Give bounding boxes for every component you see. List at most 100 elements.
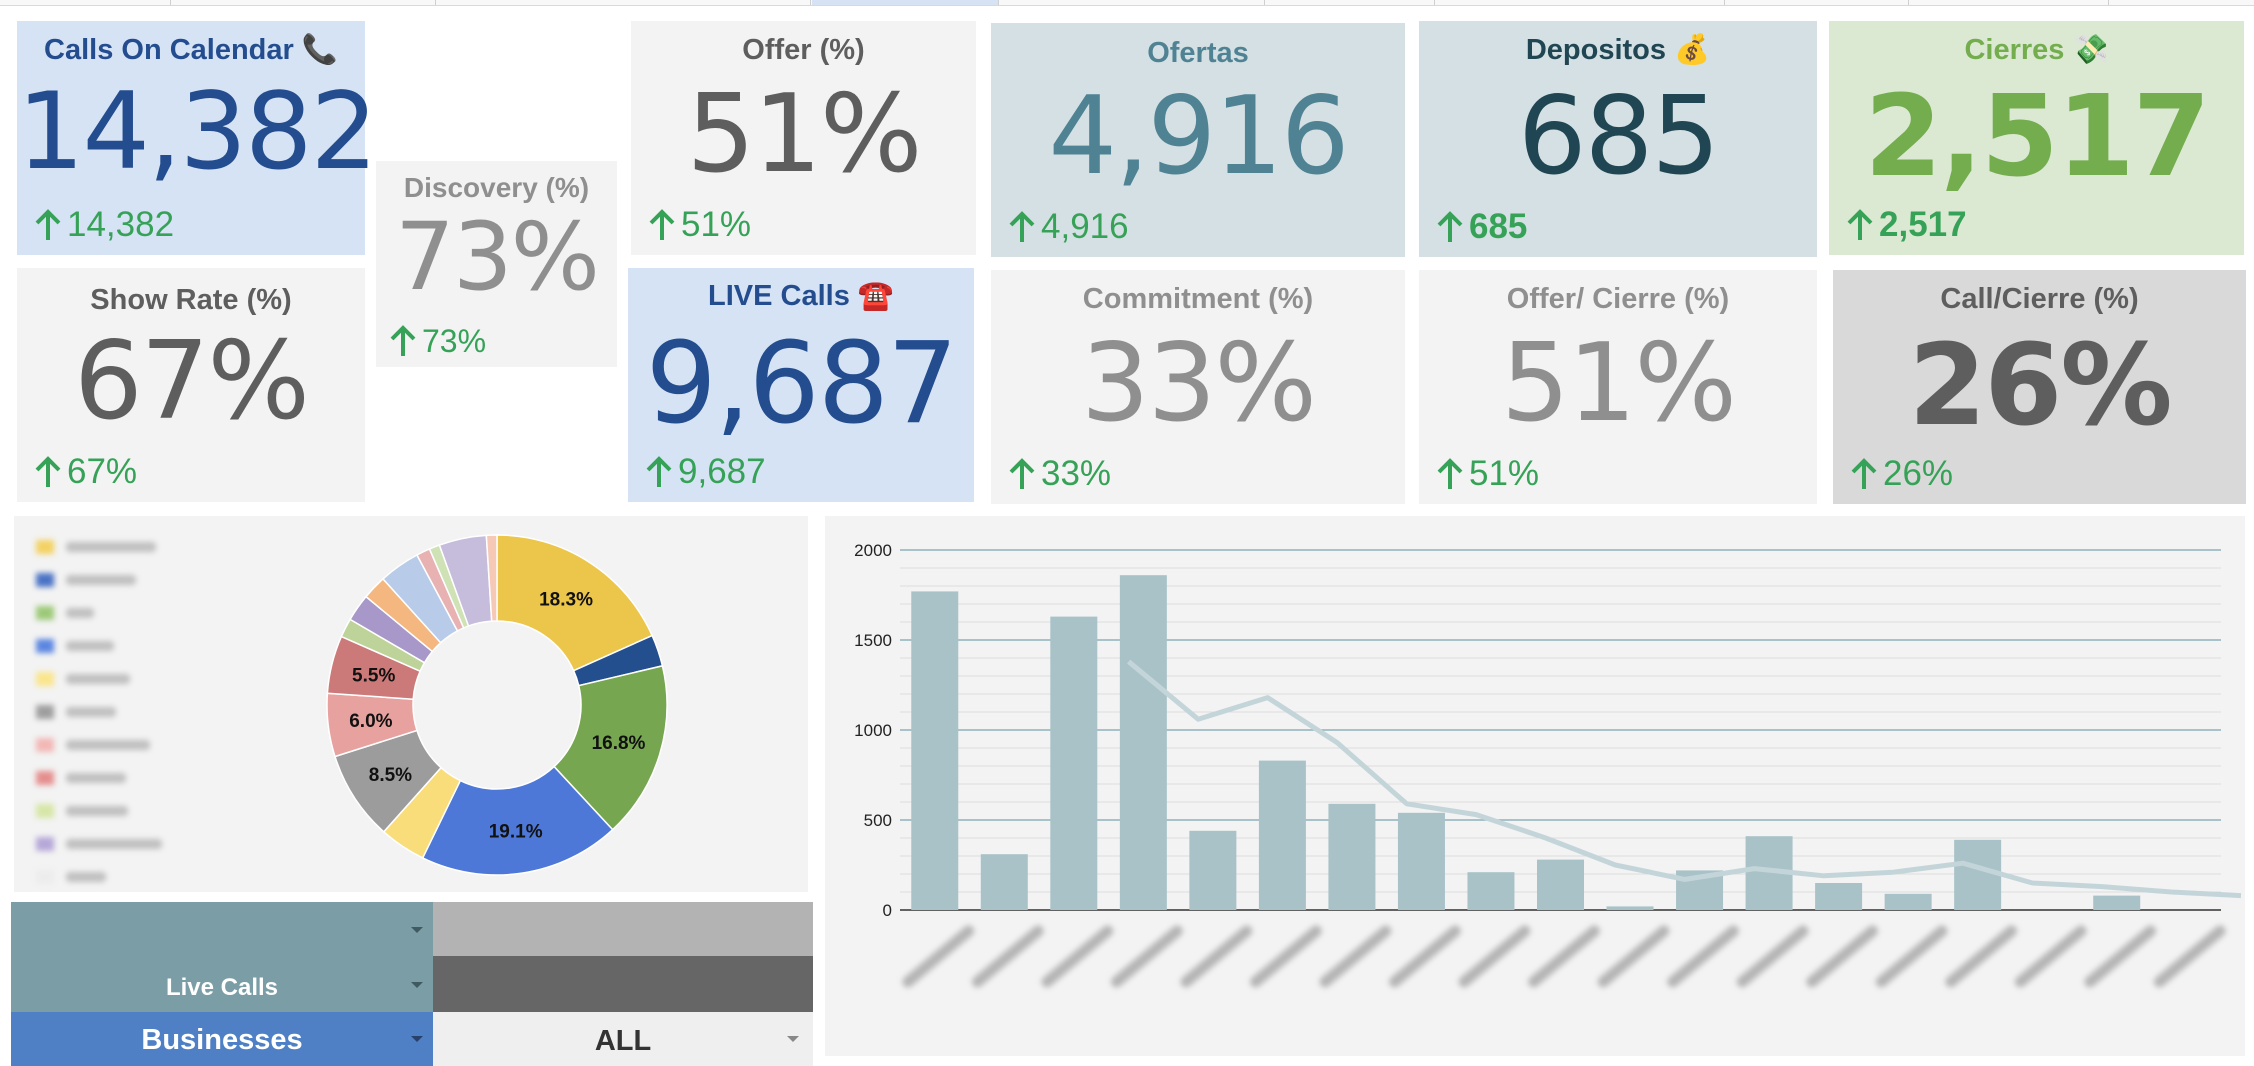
arrow-up-icon	[1851, 458, 1877, 490]
legend-item	[36, 629, 162, 662]
legend-label	[66, 739, 150, 750]
legend-swatch	[36, 605, 54, 620]
sheet-tab-strip	[0, 0, 2254, 6]
kpi-show-rate: Show Rate (%) 67% 67%	[17, 268, 365, 502]
legend-item	[36, 827, 162, 860]
legend-label	[66, 574, 136, 585]
legend-swatch	[36, 836, 54, 851]
x-tick-label	[1667, 925, 1740, 988]
kpi-title: Depositos 💰	[1525, 34, 1711, 66]
legend-swatch	[36, 671, 54, 686]
kpi-ofertas: Ofertas 4,916 4,916	[991, 23, 1405, 257]
bar	[1884, 893, 1932, 910]
filter-dropdown-2[interactable]: Live Calls	[11, 956, 433, 1012]
kpi-title: Commitment (%)	[1082, 283, 1314, 315]
x-tick-label	[1458, 925, 1531, 988]
filter-value-2[interactable]	[433, 956, 813, 1012]
kpi-delta-value: 51%	[1469, 454, 1540, 493]
filter-dropdown-3[interactable]: Businesses	[11, 1012, 433, 1066]
bar	[1467, 872, 1515, 910]
legend-item	[36, 794, 162, 827]
donut-slice-label: 5.5%	[352, 666, 395, 687]
kpi-delta-value: 33%	[1041, 454, 1112, 493]
x-tick-label	[1597, 925, 1670, 988]
arrow-up-icon	[646, 456, 672, 488]
kpi-delta-value: 2,517	[1879, 205, 1967, 244]
y-tick-label: 1500	[854, 631, 892, 650]
legend-swatch	[36, 770, 54, 785]
bar	[1815, 883, 1863, 910]
kpi-title: Offer/ Cierre (%)	[1506, 283, 1730, 315]
bar	[980, 854, 1028, 910]
legend-swatch	[36, 869, 54, 884]
donut-slice-label: 19.1%	[489, 822, 543, 843]
bar	[1258, 760, 1306, 910]
chevron-down-icon	[411, 982, 423, 988]
donut-slice-label: 6.0%	[349, 711, 392, 732]
businesses-select[interactable]: ALL	[433, 1012, 813, 1066]
bar	[1397, 812, 1445, 910]
x-tick-label	[1180, 925, 1253, 988]
legend-label	[66, 640, 114, 651]
y-tick-label: 500	[864, 811, 892, 830]
kpi-delta: 9,687	[646, 452, 766, 492]
kpi-title: LIVE Calls ☎️	[708, 280, 894, 312]
kpi-delta-value: 4,916	[1041, 207, 1129, 246]
legend-item	[36, 596, 162, 629]
kpi-delta-value: 67%	[67, 452, 138, 491]
filter-dropdown-1[interactable]	[11, 902, 433, 956]
arrow-up-icon	[1009, 458, 1035, 490]
bar	[1606, 906, 1654, 910]
kpi-delta: 4,916	[1009, 207, 1129, 247]
kpi-value: 67%	[73, 319, 310, 444]
kpi-offer-cierre: Offer/ Cierre (%) 51% 51%	[1419, 270, 1817, 504]
legend-swatch	[36, 638, 54, 653]
kpi-delta: 73%	[390, 321, 486, 361]
bar	[911, 591, 959, 910]
bar	[1050, 616, 1098, 910]
kpi-offer: Offer (%) 51% 51%	[631, 21, 976, 255]
legend-label	[66, 706, 116, 717]
filter-2-label: Live Calls	[165, 974, 279, 1001]
x-tick-label	[2084, 925, 2157, 988]
kpi-title: Show Rate (%)	[90, 284, 292, 316]
x-tick-label	[1110, 925, 1183, 988]
chevron-down-icon	[411, 927, 423, 933]
chevron-down-icon	[411, 1036, 423, 1042]
filter-value-1[interactable]	[433, 902, 813, 956]
kpi-value: 14,382	[17, 70, 378, 193]
bar	[1328, 803, 1376, 910]
businesses-select-value: ALL	[594, 1025, 652, 1057]
chevron-down-icon	[787, 1036, 799, 1042]
x-tick-label	[1736, 925, 1809, 988]
kpi-title: Discovery (%)	[403, 172, 590, 203]
kpi-delta-value: 9,687	[678, 452, 766, 491]
x-tick-label	[902, 925, 975, 988]
legend-item	[36, 728, 162, 761]
kpi-value: 51%	[1500, 321, 1737, 446]
bar	[1537, 859, 1584, 910]
y-tick-label: 2000	[854, 541, 892, 560]
donut-slice-label: 18.3%	[539, 589, 593, 610]
kpi-title: Cierres 💸	[1964, 34, 2109, 66]
x-tick-label	[1806, 925, 1879, 988]
legend-swatch	[36, 704, 54, 719]
legend-item	[36, 860, 162, 893]
arrow-up-icon	[35, 209, 61, 241]
kpi-delta-value: 73%	[422, 323, 487, 359]
kpi-delta: 26%	[1851, 454, 1953, 494]
donut-slice	[496, 534, 654, 672]
bar	[1119, 575, 1167, 910]
x-tick-label	[2153, 925, 2226, 988]
legend-label	[66, 772, 126, 783]
kpi-value: 73%	[395, 203, 600, 312]
kpi-title: Ofertas	[1147, 37, 1249, 69]
legend-label	[66, 541, 156, 552]
legend-label	[66, 871, 106, 882]
x-tick-label	[1249, 925, 1322, 988]
kpi-delta-value: 51%	[681, 205, 752, 244]
arrow-up-icon	[1847, 209, 1873, 241]
bar	[1189, 830, 1237, 910]
donut-chart-panel: 18.3% 16.8% 19.1% 8.5% 6.0% 5.5%	[14, 516, 808, 892]
donut-slice-label: 16.8%	[592, 733, 646, 754]
